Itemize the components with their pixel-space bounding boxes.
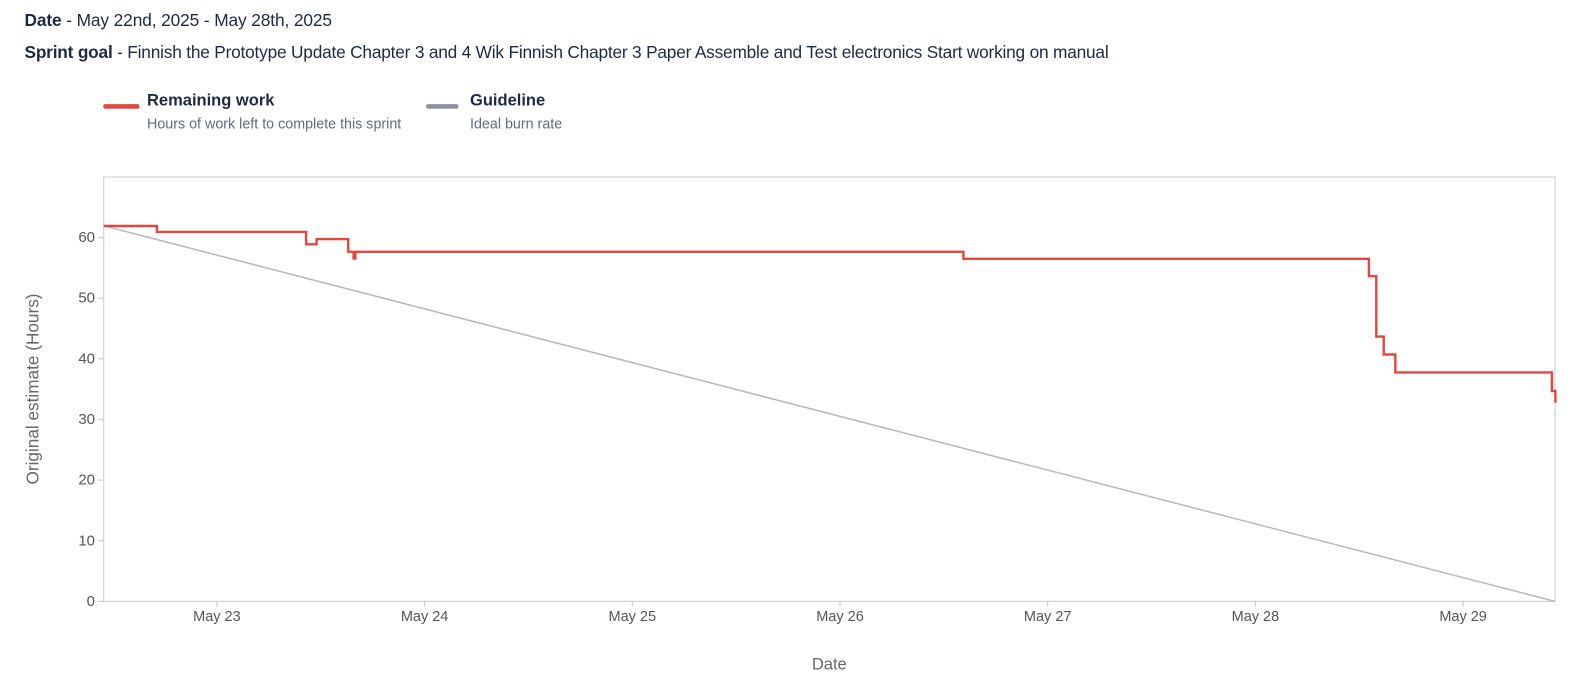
- svg-text:May 26: May 26: [816, 609, 864, 625]
- svg-text:50: 50: [78, 290, 95, 307]
- svg-text:20: 20: [78, 472, 95, 489]
- svg-text:40: 40: [78, 350, 95, 367]
- svg-text:10: 10: [78, 532, 95, 549]
- svg-text:Date: Date: [812, 656, 847, 674]
- svg-text:May 23: May 23: [193, 609, 241, 625]
- svg-text:0: 0: [87, 593, 95, 610]
- svg-text:May 29: May 29: [1439, 609, 1487, 625]
- svg-text:Guideline: Guideline: [470, 92, 545, 110]
- svg-text:Date - May 22nd, 2025 - May 28: Date - May 22nd, 2025 - May 28th, 2025: [25, 10, 332, 30]
- svg-text:May 24: May 24: [401, 609, 449, 625]
- svg-text:60: 60: [78, 229, 95, 246]
- svg-text:Ideal burn rate: Ideal burn rate: [470, 116, 562, 132]
- svg-text:Hours of work left to complete: Hours of work left to complete this spri…: [147, 116, 401, 132]
- svg-text:Remaining work: Remaining work: [147, 92, 275, 110]
- svg-text:30: 30: [78, 411, 95, 428]
- svg-text:May 28: May 28: [1232, 609, 1280, 625]
- svg-text:Sprint goal - Finnish the Prot: Sprint goal - Finnish the Prototype Upda…: [25, 42, 1109, 62]
- svg-text:Original estimate (Hours): Original estimate (Hours): [23, 293, 43, 484]
- svg-text:May 25: May 25: [609, 609, 657, 625]
- svg-text:May 27: May 27: [1024, 609, 1072, 625]
